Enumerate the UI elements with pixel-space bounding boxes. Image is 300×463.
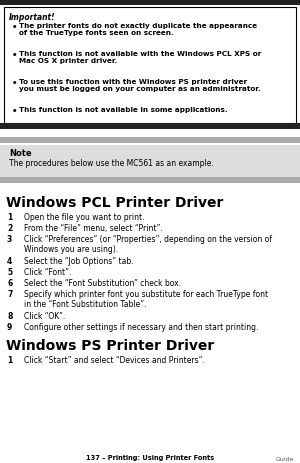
Text: •: •: [12, 107, 17, 116]
Text: Click “Start” and select “Devices and Printers”.: Click “Start” and select “Devices and Pr…: [24, 355, 205, 364]
Text: From the “File” menu, select “Print”.: From the “File” menu, select “Print”.: [24, 224, 163, 232]
Text: 8: 8: [7, 311, 12, 320]
Text: Important!: Important!: [9, 13, 56, 22]
Text: Windows PCL Printer Driver: Windows PCL Printer Driver: [6, 195, 224, 210]
Text: 1: 1: [7, 355, 12, 364]
Text: This function is not available with the Windows PCL XPS or
Mac OS X printer driv: This function is not available with the …: [19, 51, 261, 64]
Text: •: •: [12, 79, 17, 88]
Text: 4: 4: [7, 257, 12, 265]
Text: To use this function with the Windows PS printer driver
you must be logged on yo: To use this function with the Windows PS…: [19, 79, 261, 92]
Text: Configure other settings if necessary and then start printing.: Configure other settings if necessary an…: [24, 322, 258, 332]
Text: Click “Preferences” (or “Properties”, depending on the version of
Windows you ar: Click “Preferences” (or “Properties”, de…: [24, 234, 272, 254]
Text: Guide: Guide: [275, 456, 294, 461]
Text: 6: 6: [7, 278, 12, 288]
Text: The procedures below use the MC561 as an example.: The procedures below use the MC561 as an…: [9, 159, 214, 168]
Bar: [0, 178, 300, 184]
Bar: [0, 0, 300, 6]
Text: The printer fonts do not exactly duplicate the appearance
of the TrueType fonts : The printer fonts do not exactly duplica…: [19, 23, 257, 36]
Text: Windows PS Printer Driver: Windows PS Printer Driver: [6, 338, 214, 352]
Text: Note: Note: [9, 149, 32, 158]
Text: Open the file you want to print.: Open the file you want to print.: [24, 213, 145, 221]
Text: Click “Font”.: Click “Font”.: [24, 268, 71, 276]
Bar: [0, 138, 300, 144]
Bar: [0, 146, 300, 178]
Text: 1: 1: [7, 213, 12, 221]
Text: 3: 3: [7, 234, 12, 244]
Text: This function is not available in some applications.: This function is not available in some a…: [19, 107, 228, 113]
Text: •: •: [12, 51, 17, 60]
Text: 137 – Printing: Using Printer Fonts: 137 – Printing: Using Printer Fonts: [86, 454, 214, 460]
Bar: [0, 124, 300, 130]
Text: •: •: [12, 23, 17, 32]
Text: Specify which printer font you substitute for each TrueType font
in the “Font Su: Specify which printer font you substitut…: [24, 289, 268, 309]
Text: 7: 7: [7, 289, 12, 298]
Text: 9: 9: [7, 322, 12, 332]
Text: 2: 2: [7, 224, 12, 232]
Text: Click “OK”.: Click “OK”.: [24, 311, 65, 320]
Text: Select the “Font Substitution” check box.: Select the “Font Substitution” check box…: [24, 278, 181, 288]
Text: 5: 5: [7, 268, 12, 276]
Text: Select the “Job Options” tab.: Select the “Job Options” tab.: [24, 257, 134, 265]
Bar: [4, 8, 296, 124]
